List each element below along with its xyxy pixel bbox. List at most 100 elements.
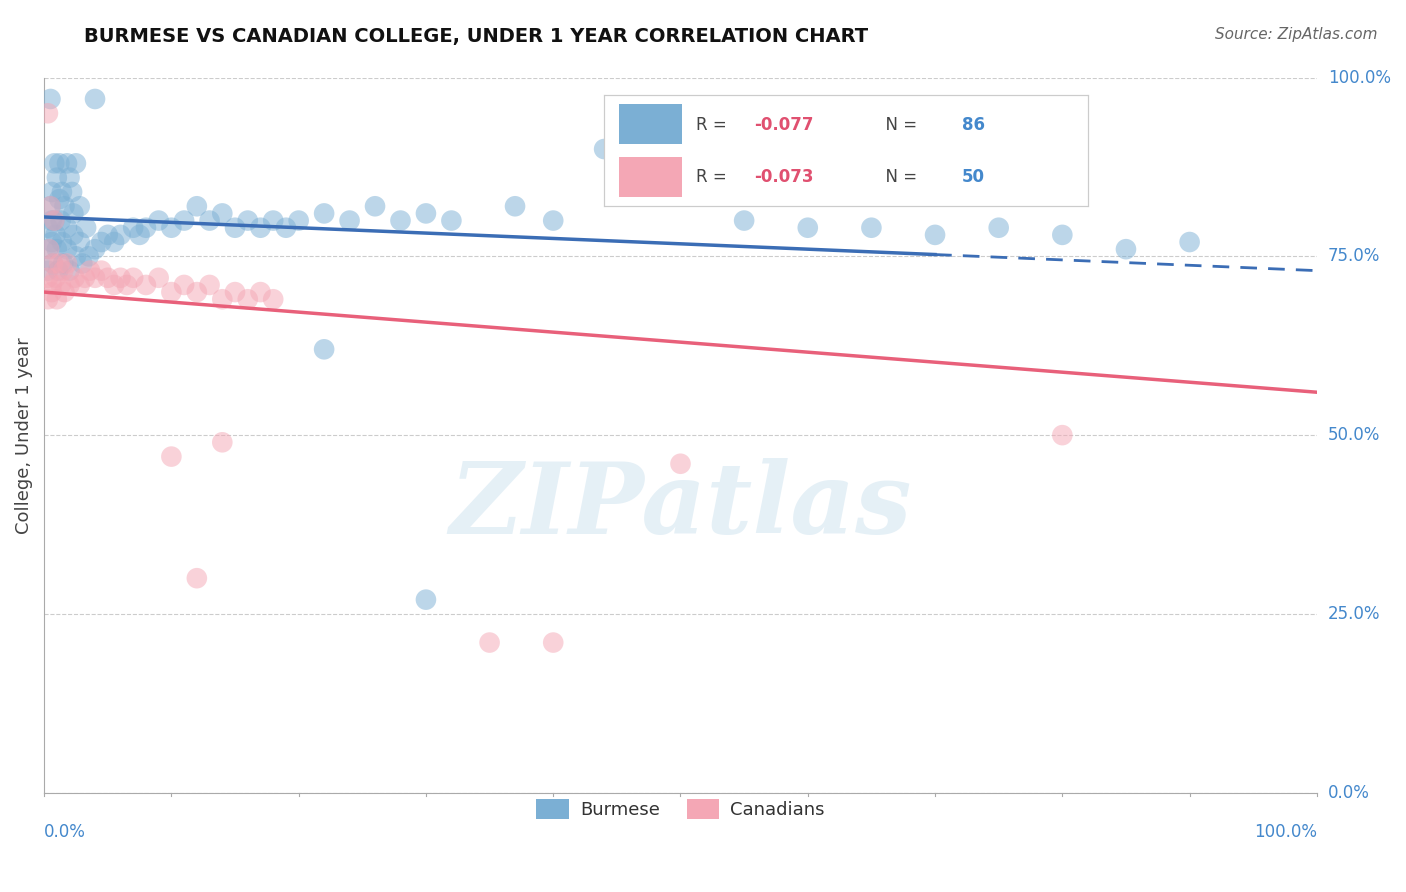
- Point: [797, 220, 820, 235]
- Point: [148, 270, 170, 285]
- Point: [53, 199, 76, 213]
- Point: [415, 592, 437, 607]
- Point: [45, 170, 67, 185]
- Point: [56, 242, 79, 256]
- Y-axis label: College, Under 1 year: College, Under 1 year: [15, 337, 32, 533]
- Point: [236, 292, 259, 306]
- Point: [56, 256, 79, 270]
- Point: [63, 270, 86, 285]
- Point: [262, 213, 284, 227]
- Point: [38, 242, 60, 256]
- Point: [860, 220, 883, 235]
- Point: [45, 227, 67, 242]
- Point: [46, 263, 69, 277]
- Point: [39, 199, 62, 213]
- Point: [37, 220, 59, 235]
- Point: [287, 213, 309, 227]
- Point: [733, 213, 755, 227]
- Point: [503, 199, 526, 213]
- Point: [160, 450, 183, 464]
- Point: [79, 263, 101, 277]
- Point: [148, 213, 170, 227]
- Point: [77, 249, 100, 263]
- Point: [249, 220, 271, 235]
- Point: [541, 213, 564, 227]
- Point: [122, 220, 145, 235]
- Point: [48, 256, 70, 270]
- Point: [52, 256, 75, 270]
- Point: [440, 213, 463, 227]
- Point: [41, 285, 63, 299]
- Text: 0.0%: 0.0%: [44, 823, 86, 841]
- Point: [198, 277, 221, 292]
- Point: [110, 270, 132, 285]
- Point: [97, 270, 120, 285]
- Text: 75.0%: 75.0%: [1329, 247, 1381, 265]
- Point: [84, 270, 107, 285]
- Point: [84, 92, 107, 106]
- Point: [41, 235, 63, 249]
- Point: [65, 156, 87, 170]
- Point: [90, 263, 112, 277]
- Point: [122, 270, 145, 285]
- Point: [415, 206, 437, 220]
- Point: [593, 142, 616, 156]
- Point: [339, 213, 361, 227]
- Point: [62, 227, 84, 242]
- Point: [173, 277, 195, 292]
- Text: 0.0%: 0.0%: [1329, 784, 1369, 802]
- Point: [58, 170, 80, 185]
- Text: 100.0%: 100.0%: [1329, 69, 1391, 87]
- Point: [186, 199, 208, 213]
- Point: [49, 277, 72, 292]
- Point: [69, 235, 91, 249]
- Point: [236, 213, 259, 227]
- Point: [41, 213, 63, 227]
- Point: [669, 178, 692, 192]
- Point: [274, 220, 297, 235]
- Point: [478, 635, 501, 649]
- Point: [198, 213, 221, 227]
- Point: [45, 270, 67, 285]
- Point: [314, 343, 336, 357]
- Point: [45, 242, 67, 256]
- Point: [37, 292, 59, 306]
- Point: [39, 199, 62, 213]
- Point: [48, 156, 70, 170]
- Point: [48, 192, 70, 206]
- Point: [37, 263, 59, 277]
- Point: [39, 92, 62, 106]
- Point: [60, 185, 83, 199]
- Point: [115, 277, 138, 292]
- Text: 50.0%: 50.0%: [1329, 426, 1381, 444]
- Point: [211, 435, 233, 450]
- Point: [72, 256, 94, 270]
- Point: [924, 227, 946, 242]
- Point: [173, 213, 195, 227]
- Point: [1052, 428, 1074, 442]
- Point: [224, 285, 246, 299]
- Point: [314, 206, 336, 220]
- Point: [90, 235, 112, 249]
- Text: BURMESE VS CANADIAN COLLEGE, UNDER 1 YEAR CORRELATION CHART: BURMESE VS CANADIAN COLLEGE, UNDER 1 YEA…: [84, 27, 869, 45]
- Point: [103, 235, 125, 249]
- Point: [160, 220, 183, 235]
- Point: [103, 277, 125, 292]
- Text: 100.0%: 100.0%: [1254, 823, 1317, 841]
- Legend: Burmese, Canadians: Burmese, Canadians: [529, 791, 832, 827]
- Point: [41, 185, 63, 199]
- Point: [58, 277, 80, 292]
- Point: [75, 220, 97, 235]
- Point: [211, 206, 233, 220]
- Point: [56, 156, 79, 170]
- Text: 25.0%: 25.0%: [1329, 605, 1381, 623]
- Point: [160, 285, 183, 299]
- Point: [41, 277, 63, 292]
- Point: [135, 220, 157, 235]
- Point: [56, 220, 79, 235]
- Point: [69, 199, 91, 213]
- Point: [42, 256, 65, 270]
- Point: [1178, 235, 1201, 249]
- Point: [186, 285, 208, 299]
- Point: [1115, 242, 1137, 256]
